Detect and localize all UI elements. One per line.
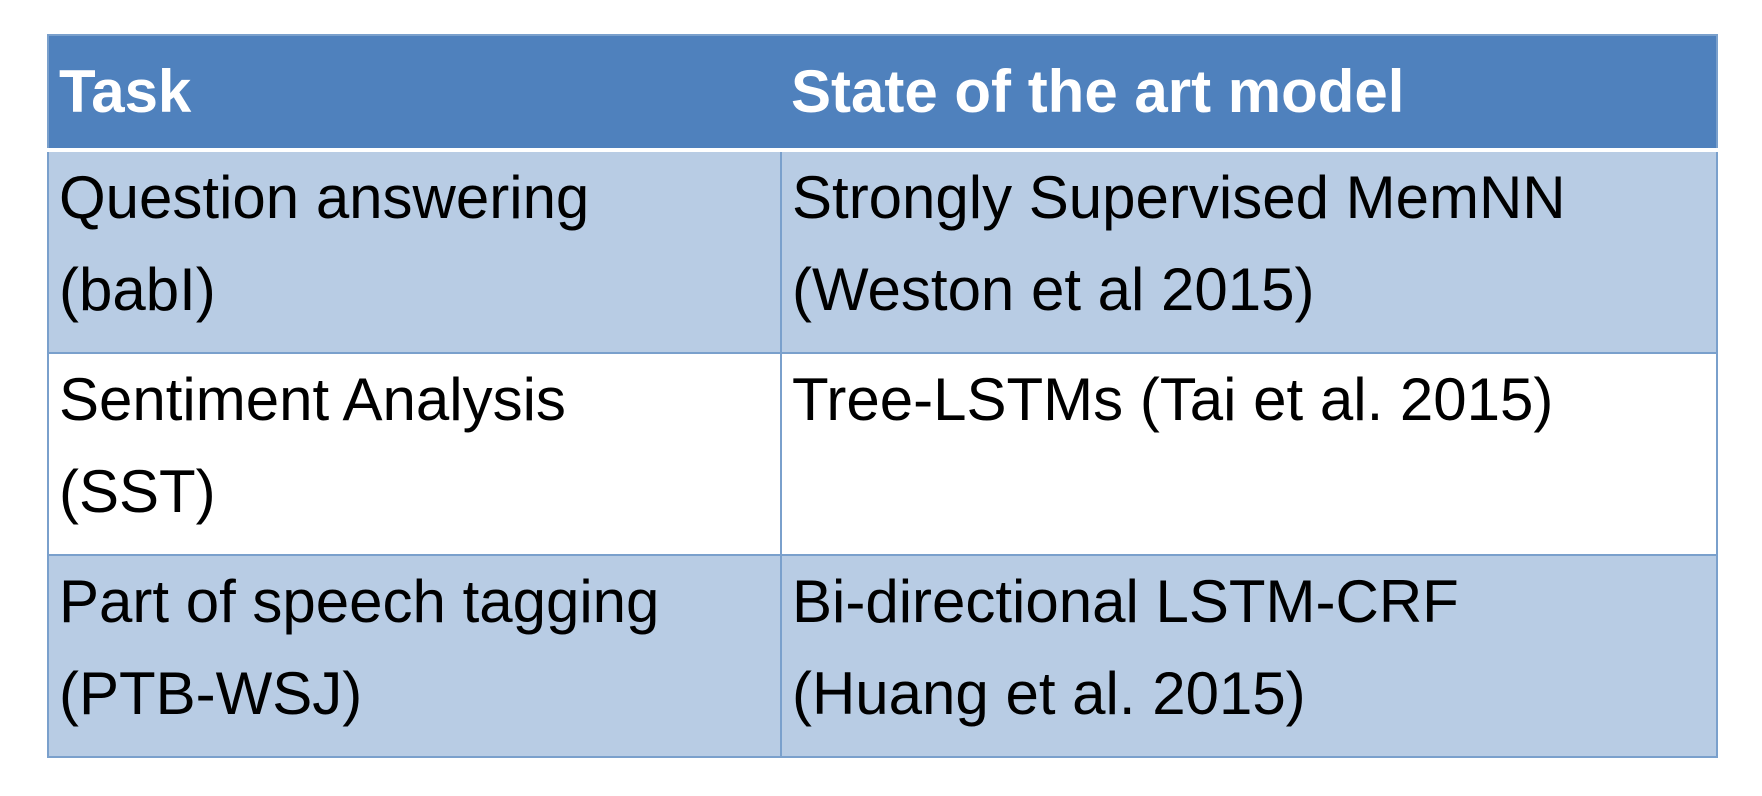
model-citation: (Huang et al. 2015) [792,660,1306,727]
table-header: Task State of the art model [48,35,1717,152]
model-cell: Tree-LSTMs (Tai et al. 2015) [780,352,1717,555]
header-model: State of the art model [781,35,1717,152]
task-dataset: (babI) [59,256,216,323]
model-name: Tree-LSTMs (Tai et al. 2015) [792,366,1554,433]
model-citation: (Weston et al 2015) [792,256,1315,323]
task-cell: Part of speech tagging (PTB-WSJ) [48,554,781,757]
model-cell: Bi-directional LSTM-CRF (Huang et al. 20… [780,554,1717,757]
table-row: Sentiment Analysis (SST) Tree-LSTMs (Tai… [48,352,1717,555]
task-cell: Sentiment Analysis (SST) [48,352,781,555]
task-dataset: (PTB-WSJ) [59,660,363,727]
task-name: Part of speech tagging [59,568,660,635]
sota-table: Task State of the art model Question ans… [47,34,1718,758]
table-body: Question answering (babI) Strongly Super… [48,149,1717,757]
model-name: Bi-directional LSTM-CRF [792,568,1459,635]
task-dataset: (SST) [59,458,216,525]
task-name: Question answering [59,164,590,231]
model-cell: Strongly Supervised MemNN (Weston et al … [780,149,1717,353]
header-task: Task [48,35,781,152]
task-cell: Question answering (babI) [48,149,781,353]
header-row: Task State of the art model [48,35,1717,152]
task-name: Sentiment Analysis [59,366,566,433]
table-row: Part of speech tagging (PTB-WSJ) Bi-dire… [48,554,1717,757]
model-name: Strongly Supervised MemNN [792,164,1566,231]
table-row: Question answering (babI) Strongly Super… [48,149,1717,353]
sota-table-container: Task State of the art model Question ans… [47,34,1718,758]
